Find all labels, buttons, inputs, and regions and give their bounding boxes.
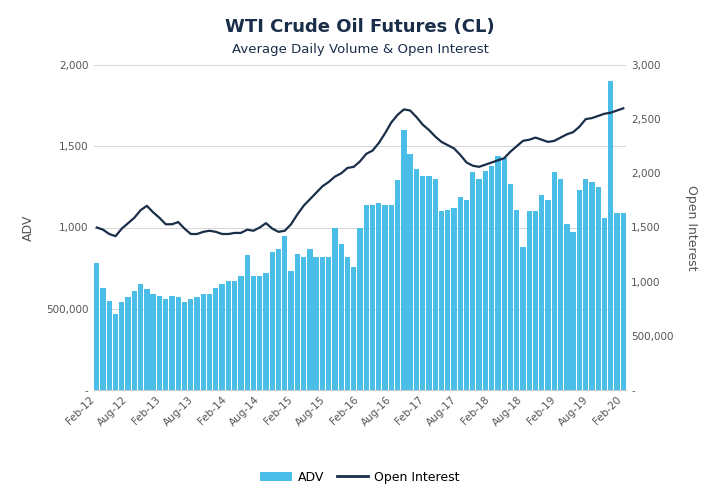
Bar [282,236,287,390]
Bar [420,176,426,390]
Bar [577,190,582,390]
Bar [125,298,131,390]
Bar [220,284,225,390]
Bar [251,276,256,390]
Bar [495,156,500,390]
Bar [502,158,507,390]
Bar [401,130,407,390]
Bar [207,294,212,390]
Text: WTI Crude Oil Futures (CL): WTI Crude Oil Futures (CL) [225,18,495,36]
Bar [201,294,206,390]
Bar [408,154,413,390]
Bar [289,272,294,390]
Bar [477,179,482,390]
Bar [426,176,431,390]
Bar [264,273,269,390]
Bar [357,228,363,390]
Bar [313,257,319,390]
Bar [533,211,538,390]
Bar [545,200,551,390]
Bar [464,200,469,390]
Y-axis label: ADV: ADV [22,214,35,240]
Bar [144,289,150,390]
Bar [445,210,451,390]
Bar [558,179,563,390]
Bar [307,248,312,390]
Bar [132,291,137,390]
Bar [113,314,118,390]
Bar [163,299,168,390]
Bar [100,288,106,390]
Bar [150,294,156,390]
Bar [382,205,388,390]
Bar [364,205,369,390]
Bar [602,218,607,390]
Bar [157,296,162,390]
Bar [345,257,350,390]
Bar [438,211,444,390]
Bar [276,248,282,390]
Bar [489,166,495,390]
Bar [301,257,306,390]
Bar [433,179,438,390]
Y-axis label: Open Interest: Open Interest [685,184,698,270]
Bar [351,266,356,390]
Bar [107,300,112,390]
Bar [614,213,620,390]
Text: Average Daily Volume & Open Interest: Average Daily Volume & Open Interest [232,42,488,56]
Bar [213,288,218,390]
Bar [176,298,181,390]
Bar [194,298,199,390]
Bar [257,276,262,390]
Legend: ADV, Open Interest: ADV, Open Interest [256,466,464,489]
Bar [338,244,344,390]
Bar [320,257,325,390]
Bar [182,302,187,390]
Bar [376,203,382,390]
Bar [238,276,243,390]
Bar [570,232,576,390]
Bar [621,213,626,390]
Bar [269,252,275,390]
Bar [482,170,488,390]
Bar [514,210,519,390]
Bar [94,263,99,390]
Bar [332,228,338,390]
Bar [169,296,175,390]
Bar [470,172,475,390]
Bar [583,179,588,390]
Bar [552,172,557,390]
Bar [458,196,463,390]
Bar [245,255,250,390]
Bar [232,281,238,390]
Bar [508,184,513,390]
Bar [389,205,394,390]
Bar [370,205,375,390]
Bar [521,247,526,390]
Bar [589,182,595,390]
Bar [326,257,331,390]
Bar [564,224,570,390]
Bar [119,302,125,390]
Bar [595,187,601,390]
Bar [188,299,194,390]
Bar [138,284,143,390]
Bar [539,195,544,390]
Bar [526,211,532,390]
Bar [414,169,419,390]
Bar [608,81,613,390]
Bar [225,281,231,390]
Bar [294,254,300,390]
Bar [395,180,400,390]
Bar [451,208,456,390]
